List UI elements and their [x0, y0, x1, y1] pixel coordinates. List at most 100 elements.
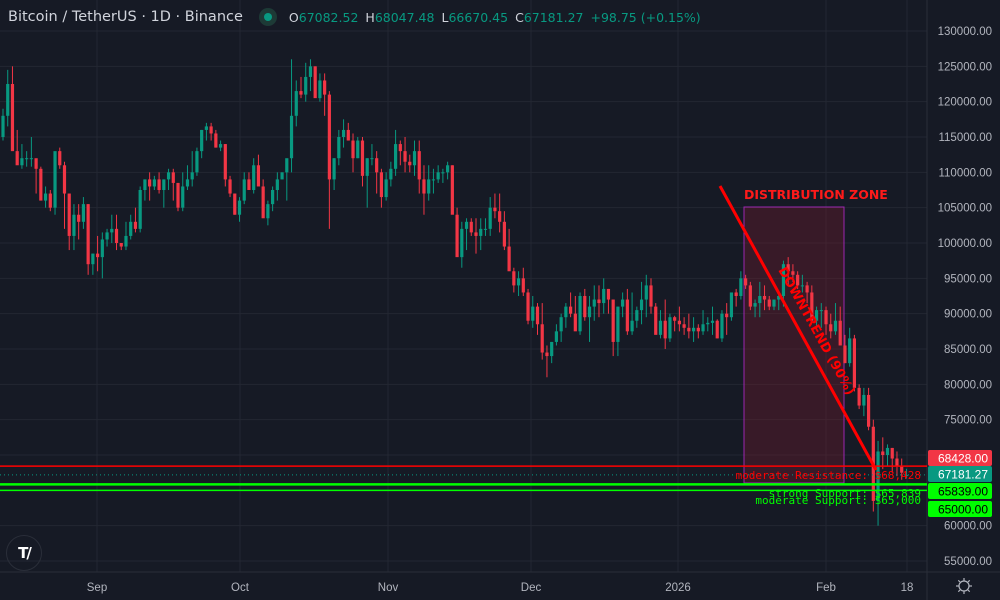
- candle[interactable]: [389, 161, 393, 187]
- candle[interactable]: [848, 327, 852, 367]
- candle[interactable]: [332, 158, 336, 191]
- candle[interactable]: [34, 158, 38, 194]
- candle[interactable]: [616, 306, 620, 357]
- candle[interactable]: [606, 288, 611, 314]
- candle[interactable]: [744, 274, 748, 289]
- candle[interactable]: [81, 197, 86, 229]
- candle[interactable]: [285, 158, 289, 201]
- candle[interactable]: [587, 296, 592, 342]
- candle[interactable]: [460, 221, 464, 268]
- candle[interactable]: [242, 172, 246, 205]
- candle[interactable]: [143, 179, 147, 201]
- candle[interactable]: [895, 451, 899, 477]
- candle[interactable]: [758, 281, 762, 318]
- candle[interactable]: [417, 140, 421, 194]
- candle[interactable]: [6, 69, 10, 127]
- candle[interactable]: [843, 334, 847, 364]
- candle[interactable]: [96, 235, 100, 272]
- candle[interactable]: [654, 303, 658, 335]
- candle[interactable]: [185, 165, 190, 191]
- distribution-zone-box[interactable]: [743, 206, 845, 484]
- candle[interactable]: [77, 204, 81, 240]
- candle[interactable]: [294, 80, 298, 127]
- candle[interactable]: [323, 73, 327, 116]
- candle[interactable]: [507, 228, 511, 272]
- candle[interactable]: [483, 218, 488, 236]
- candle[interactable]: [375, 151, 379, 194]
- candle[interactable]: [578, 292, 582, 335]
- candle[interactable]: [649, 278, 653, 314]
- candle[interactable]: [691, 317, 696, 342]
- candle[interactable]: [360, 137, 365, 187]
- candle[interactable]: [72, 204, 76, 251]
- candle[interactable]: [157, 172, 161, 194]
- candle[interactable]: [384, 172, 388, 201]
- candle[interactable]: [550, 341, 554, 364]
- candle[interactable]: [625, 288, 629, 335]
- candle[interactable]: [535, 303, 540, 335]
- candle[interactable]: [327, 91, 331, 229]
- candle[interactable]: [166, 168, 171, 191]
- candle[interactable]: [252, 158, 256, 194]
- candle[interactable]: [119, 243, 123, 251]
- candle[interactable]: [545, 345, 549, 378]
- candle[interactable]: [734, 288, 738, 307]
- candle[interactable]: [337, 129, 341, 166]
- candle[interactable]: [370, 144, 374, 166]
- candle[interactable]: [25, 151, 29, 167]
- candle[interactable]: [1, 108, 5, 141]
- tradingview-logo-icon[interactable]: T/: [6, 535, 42, 571]
- candle[interactable]: [739, 271, 743, 300]
- candle[interactable]: [772, 299, 776, 311]
- candle[interactable]: [289, 59, 294, 173]
- candle[interactable]: [67, 193, 71, 251]
- candle[interactable]: [900, 458, 904, 480]
- candle[interactable]: [247, 172, 251, 191]
- candle[interactable]: [223, 144, 227, 187]
- candle[interactable]: [531, 296, 535, 328]
- candle[interactable]: [129, 214, 133, 240]
- candle[interactable]: [58, 147, 62, 169]
- candle[interactable]: [464, 218, 469, 251]
- candle[interactable]: [62, 161, 67, 229]
- candle[interactable]: [237, 197, 242, 222]
- candle[interactable]: [308, 59, 313, 92]
- candle[interactable]: [644, 274, 648, 318]
- candle[interactable]: [162, 179, 166, 208]
- candle[interactable]: [687, 313, 691, 339]
- candle[interactable]: [753, 299, 757, 318]
- candle[interactable]: [398, 140, 402, 166]
- candle[interactable]: [204, 122, 208, 141]
- candle[interactable]: [706, 317, 710, 332]
- candle[interactable]: [762, 285, 767, 311]
- candle[interactable]: [138, 186, 142, 233]
- candle[interactable]: [124, 221, 128, 251]
- candle[interactable]: [408, 154, 412, 173]
- candle[interactable]: [148, 172, 152, 201]
- candle[interactable]: [280, 172, 284, 180]
- candle[interactable]: [583, 288, 587, 321]
- candle[interactable]: [181, 172, 185, 212]
- candle[interactable]: [564, 303, 568, 328]
- candle[interactable]: [890, 447, 894, 473]
- candle[interactable]: [39, 166, 43, 201]
- candle[interactable]: [526, 288, 530, 325]
- settings-gear-icon[interactable]: [955, 577, 973, 595]
- candle[interactable]: [228, 175, 232, 198]
- candle[interactable]: [86, 204, 90, 275]
- candle[interactable]: [852, 334, 856, 392]
- candle[interactable]: [540, 303, 544, 360]
- candle[interactable]: [318, 73, 322, 102]
- candle[interactable]: [715, 319, 719, 339]
- candle[interactable]: [592, 285, 596, 321]
- candle[interactable]: [133, 207, 138, 233]
- candle[interactable]: [862, 387, 866, 417]
- candle[interactable]: [436, 165, 440, 183]
- candle[interactable]: [233, 193, 237, 215]
- market-status-icon[interactable]: [258, 8, 277, 26]
- candle[interactable]: [100, 232, 104, 279]
- candle[interactable]: [881, 437, 885, 470]
- candle[interactable]: [663, 299, 667, 350]
- candle[interactable]: [412, 140, 417, 176]
